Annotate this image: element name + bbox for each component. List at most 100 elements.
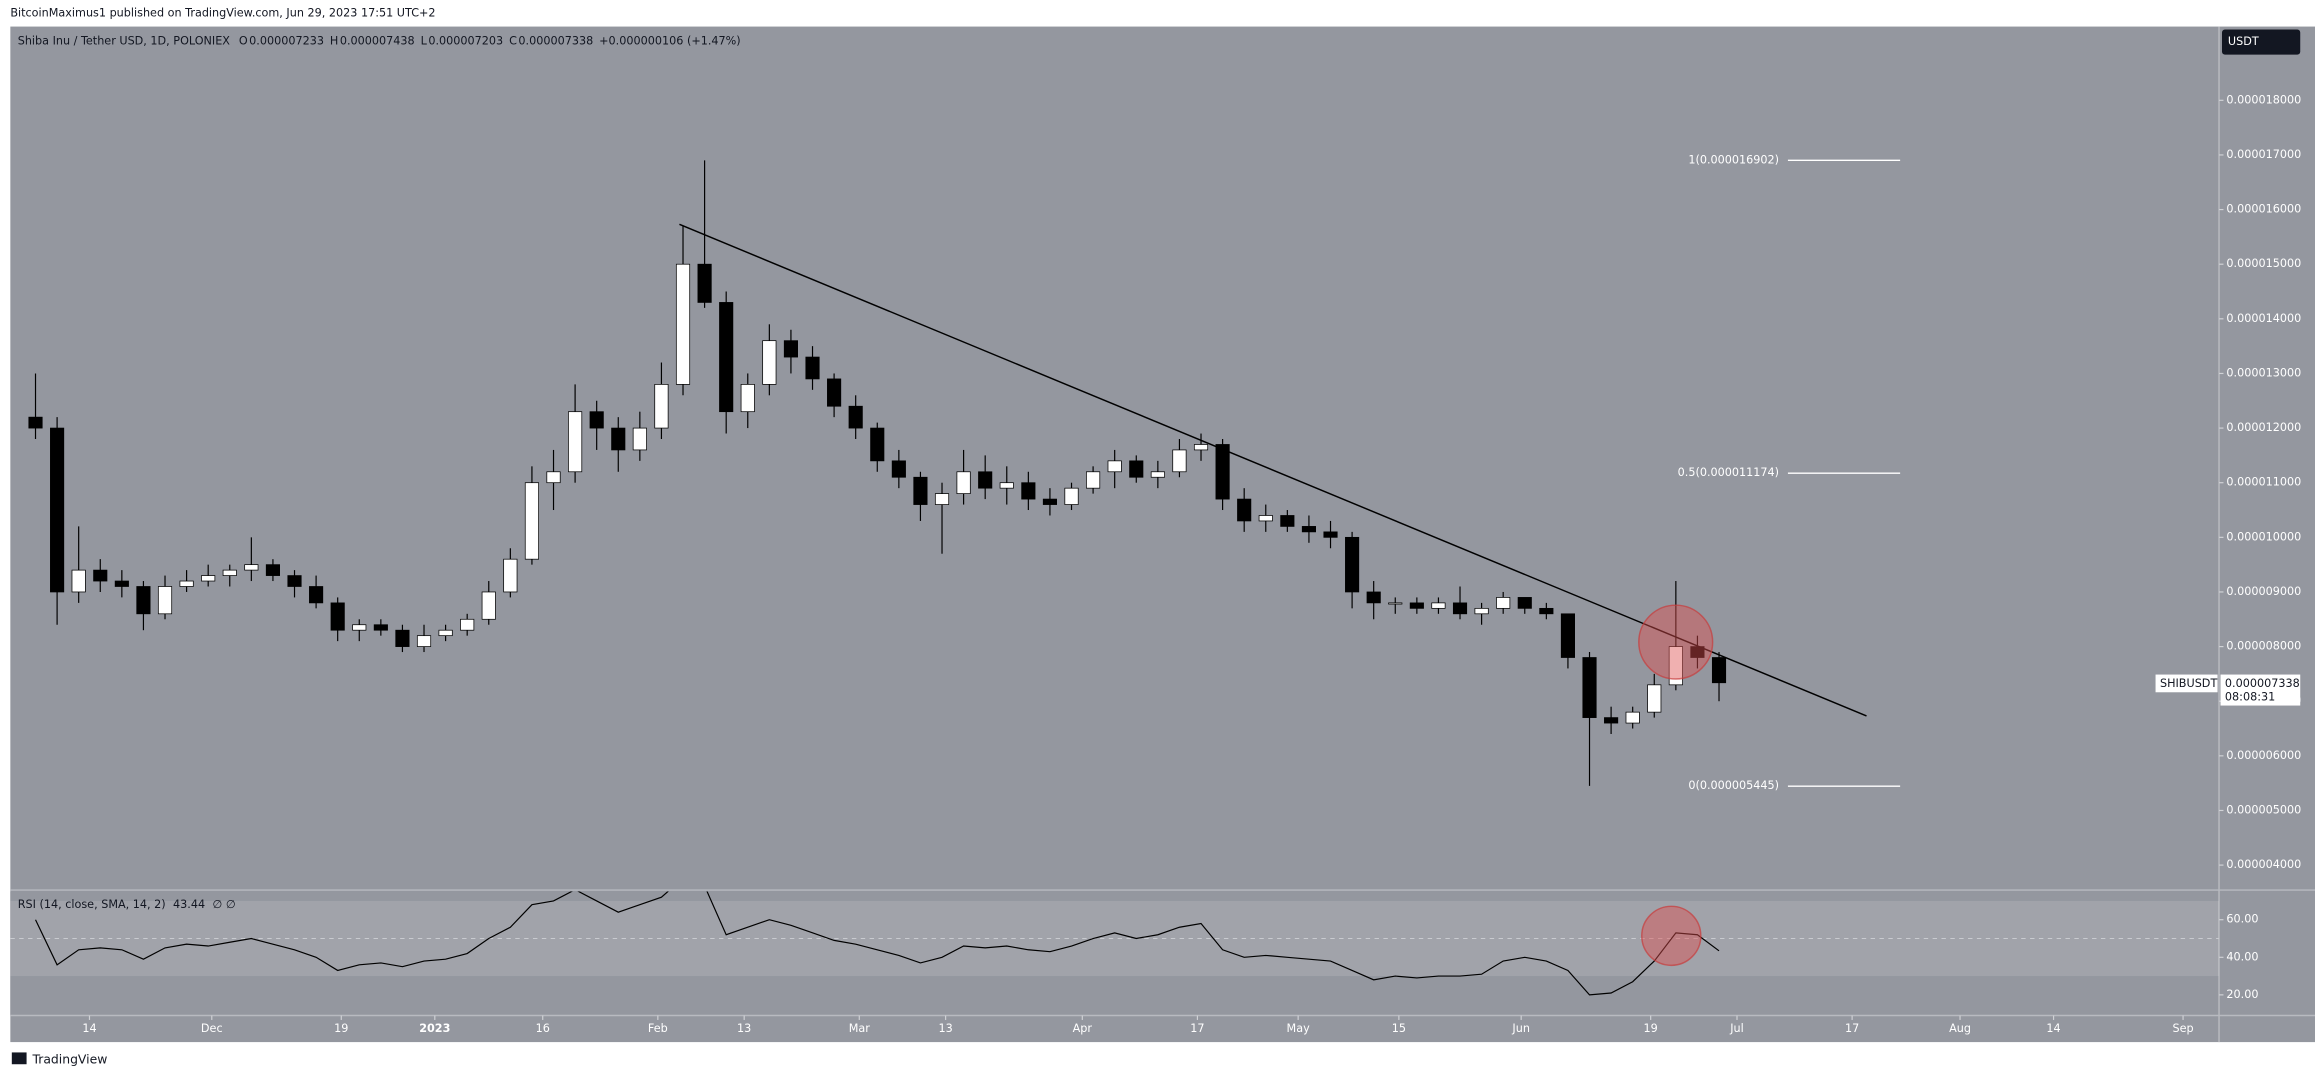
candle-body — [1452, 602, 1468, 615]
candle-body — [1560, 613, 1575, 658]
candle-body — [1431, 602, 1446, 609]
candle-body — [1604, 717, 1619, 724]
x-tick-label: 14 — [82, 1022, 96, 1035]
countdown: 08:08:31 — [2225, 690, 2275, 703]
x-tick-label: May — [1287, 1022, 1311, 1035]
x-tick-label: Aug — [1949, 1022, 1971, 1035]
y-tick-label: 0.000009000 — [2226, 585, 2301, 598]
candle-body — [395, 629, 410, 647]
candle-body — [1280, 515, 1295, 527]
candle-body — [93, 569, 108, 582]
chart-bg — [10, 26, 2315, 1043]
candle-body — [1366, 591, 1381, 604]
candle-body — [287, 575, 302, 587]
candle-body — [1711, 657, 1727, 684]
candle-body — [1323, 531, 1338, 538]
ohlc-value: 0.000007338 — [518, 34, 593, 47]
highlight-circle — [1638, 604, 1714, 680]
ohlc-value: 0.000007438 — [340, 34, 415, 47]
candle-body — [654, 384, 669, 429]
candle-body — [71, 569, 86, 593]
y-tick-label: 0.000006000 — [2226, 749, 2301, 762]
candle-body — [157, 586, 173, 615]
candle-body — [1086, 471, 1101, 489]
change: +0.000000106 (+1.47%) — [599, 34, 741, 47]
y-tick-label: 0.000008000 — [2226, 640, 2301, 653]
y-tick-label: 0.000014000 — [2226, 312, 2301, 325]
x-tick-label: Sep — [2172, 1022, 2193, 1035]
rsi-plot — [34, 891, 1720, 996]
candle-body — [1237, 498, 1252, 522]
candle-body — [330, 602, 345, 631]
candle-body — [934, 493, 950, 505]
ohlc-key: H — [330, 34, 338, 47]
candle-body — [373, 624, 388, 631]
y-tick-label: 0.000018000 — [2226, 93, 2301, 106]
candle-body — [1388, 602, 1403, 605]
highlight-circle — [1641, 905, 1702, 967]
candle-body — [762, 340, 777, 385]
x-tick-label: 15 — [1392, 1022, 1406, 1035]
candle-body — [546, 471, 561, 484]
currency-box — [2221, 29, 2301, 55]
y-tick-label: 0.000016000 — [2226, 203, 2301, 216]
rsi-bg — [10, 891, 2220, 1016]
x-tick-label: 14 — [2046, 1022, 2060, 1035]
x-tick-label: 16 — [536, 1022, 550, 1035]
rsi-extra: ∅ ∅ — [213, 898, 236, 911]
fib-label: 1(0.000016902) — [1688, 153, 1779, 166]
price-box — [2220, 674, 2301, 706]
candle-body — [50, 427, 65, 593]
ticker: SHIBUSDT — [2160, 677, 2217, 690]
candle-body — [870, 427, 885, 462]
rsi-value: 43.44 — [173, 898, 205, 911]
y-tick-label: 0.000011000 — [2226, 476, 2301, 489]
candle-body — [827, 378, 842, 407]
y-tick-label: 0.000005000 — [2226, 803, 2301, 816]
candle-body — [1301, 526, 1316, 533]
fib-label: 0.5(0.000011174) — [1678, 466, 1779, 479]
candle-body — [265, 564, 280, 576]
candle-body — [1193, 444, 1209, 451]
x-tick-label: Mar — [849, 1022, 871, 1035]
ohlc-key: L — [421, 34, 428, 47]
candle-body — [891, 460, 906, 478]
candle-body — [244, 564, 259, 571]
candle-body — [114, 580, 129, 587]
candle-body — [1042, 498, 1057, 505]
candle-body — [1668, 646, 1683, 686]
candle-body — [1021, 482, 1036, 500]
candle-body — [978, 471, 993, 489]
candle-body — [28, 416, 43, 429]
x-tick-label: 17 — [1190, 1022, 1204, 1035]
candle-body — [179, 580, 194, 587]
candle-body — [1539, 607, 1554, 615]
y-tick-label: 0.000015000 — [2226, 257, 2301, 270]
ohlc-legend: O 0.000007233 H 0.000007438 L 0.000007203 C 0.0… — [239, 34, 741, 47]
ohlc-value: 0.000007233 — [249, 34, 324, 47]
y-tick-label: 40.00 — [2226, 950, 2258, 963]
candle-body — [848, 405, 863, 429]
candle-body — [675, 263, 691, 385]
candle-body — [956, 471, 971, 495]
candle-body — [1582, 657, 1597, 718]
x-tick-label: 17 — [1845, 1022, 1859, 1035]
candle-body — [352, 624, 367, 631]
y-tick-label: 0.000013000 — [2226, 366, 2301, 379]
candle-body — [1409, 602, 1424, 609]
candle-body — [503, 558, 518, 593]
rsi-pane: 20.00 40.00 60.00 RSI (14, close, SMA, 14, … — [10, 891, 2258, 1001]
candle-body — [1625, 711, 1640, 724]
ticker-box — [2155, 674, 2218, 693]
main-pane: 14 Dec 19 2023 16 Feb 13 Mar 13 Apr 17 May 15 Jun 19 Ju… — [28, 93, 2301, 1035]
candle-body — [416, 635, 432, 647]
y-tick-label: 20.00 — [2226, 988, 2258, 1001]
currency: USDT — [2228, 35, 2259, 48]
candle-body — [136, 586, 151, 615]
ohlc-key: O — [239, 34, 248, 47]
candle-body — [1345, 536, 1360, 593]
x-tick-label: 13 — [737, 1022, 751, 1035]
candle-body — [611, 427, 626, 451]
